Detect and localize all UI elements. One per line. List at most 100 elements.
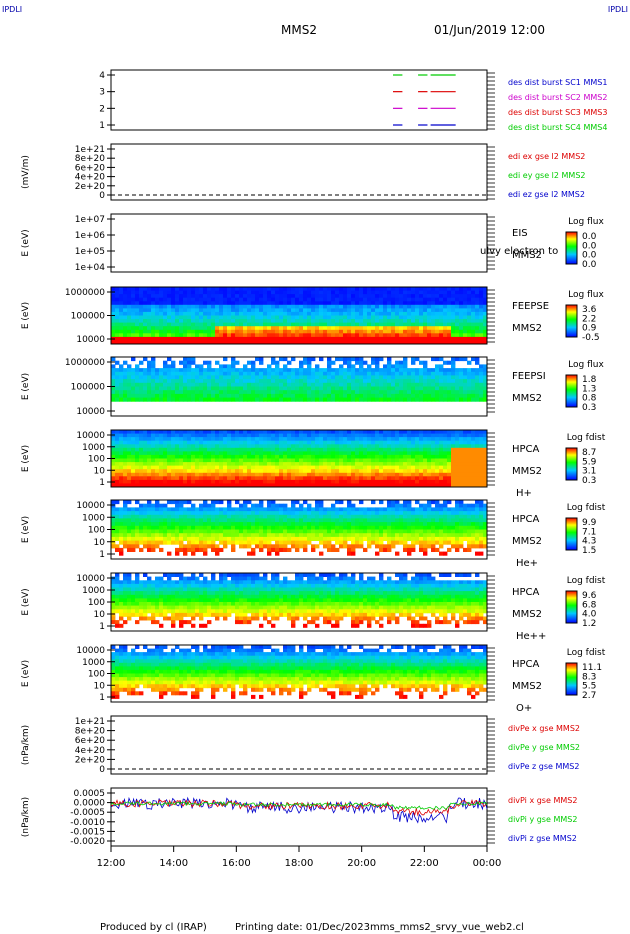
spectrogram-cell — [327, 454, 332, 459]
spectrogram-cell — [143, 525, 148, 530]
spectrogram-cell — [147, 447, 152, 452]
spectrogram-cell — [407, 397, 412, 402]
spectrogram-cell — [203, 311, 208, 316]
spectrogram-cell — [195, 382, 200, 387]
spectrogram-cell — [415, 454, 420, 459]
spectrogram-cell — [327, 533, 332, 538]
spectrogram-cell — [331, 469, 336, 474]
spectrogram-cell — [223, 433, 228, 438]
spectrogram-cell — [391, 301, 396, 306]
spectrogram-cell — [251, 440, 256, 445]
spectrogram-cell — [195, 386, 200, 391]
spectrogram-cell — [395, 308, 400, 313]
spectrogram-cell — [307, 518, 312, 523]
spectrogram-cell — [375, 390, 380, 395]
spectrogram-cell — [315, 518, 320, 523]
spectrogram-cell — [147, 479, 152, 484]
spectrogram-cell — [147, 518, 152, 523]
spectrogram-cell — [451, 393, 456, 398]
spectrogram-cell — [347, 371, 352, 376]
spectrogram-cell — [323, 518, 328, 523]
spectrogram-cell — [295, 301, 300, 306]
spectrogram-cell — [343, 375, 348, 380]
spectrogram-cell — [351, 533, 356, 538]
spectrogram-cell — [159, 469, 164, 474]
spectrogram-cell — [295, 393, 300, 398]
spectrogram-cell — [143, 451, 148, 456]
spectrogram-cell — [195, 529, 200, 534]
spectrogram-cell — [283, 340, 288, 345]
spectrogram-cell — [315, 437, 320, 442]
spectrogram-cell — [311, 465, 316, 470]
spectrogram-cell — [387, 469, 392, 474]
spectrogram-cell — [455, 322, 460, 327]
spectrogram-cell — [167, 326, 172, 331]
spectrogram-cell — [415, 329, 420, 334]
spectrogram-cell — [183, 522, 188, 527]
spectrogram-cell — [151, 294, 156, 299]
spectrogram-cell — [319, 514, 324, 519]
spectrogram-cell — [383, 458, 388, 463]
spectrogram-cell — [115, 329, 120, 334]
spectrogram-cell — [307, 479, 312, 484]
spectrogram-cell — [395, 326, 400, 331]
spectrogram-cell — [419, 311, 424, 316]
spectrogram-cell — [143, 315, 148, 320]
spectrogram-cell — [447, 333, 452, 338]
spectrogram-cell — [423, 304, 428, 309]
spectrogram-cell — [171, 514, 176, 519]
spectrogram-cell — [263, 390, 268, 395]
spectrogram-cell — [179, 447, 184, 452]
spectrogram-cell — [379, 297, 384, 302]
spectrogram-cell — [347, 525, 352, 530]
spectrogram-cell — [439, 476, 444, 481]
spectrogram-cell — [447, 315, 452, 320]
spectrogram-cell — [147, 525, 152, 530]
spectrogram-cell — [275, 544, 280, 549]
spectrogram-cell — [167, 472, 172, 477]
spectrogram-cell — [139, 290, 144, 295]
spectrogram-cell — [155, 503, 160, 508]
spectrogram-cell — [275, 397, 280, 402]
spectrogram-cell — [355, 440, 360, 445]
spectrogram-cell — [219, 479, 224, 484]
spectrogram-cell — [439, 319, 444, 324]
spectrogram-cell — [371, 451, 376, 456]
spectrogram-cell — [471, 329, 476, 334]
spectrogram-cell — [371, 382, 376, 387]
spectrogram-cell — [479, 444, 484, 449]
spectrogram-cell — [407, 386, 412, 391]
spectrogram-cell — [159, 465, 164, 470]
colorbar — [565, 304, 578, 338]
spectrogram-cell — [387, 386, 392, 391]
spectrogram-cell — [403, 469, 408, 474]
spectrogram-cell — [247, 326, 252, 331]
spectrogram-cell — [271, 294, 276, 299]
spectrogram-cell — [251, 397, 256, 402]
spectrogram-cell — [323, 371, 328, 376]
spectrogram-cell — [315, 290, 320, 295]
spectrogram-cell — [127, 294, 132, 299]
spectrogram-cell — [115, 465, 120, 470]
spectrogram-cell — [327, 397, 332, 402]
spectrogram-cell — [119, 533, 124, 538]
spectrogram-cell — [251, 525, 256, 530]
spectrogram-cell — [335, 476, 340, 481]
spectrogram-cell — [427, 386, 432, 391]
spectrogram-cell — [267, 329, 272, 334]
spectrogram-cell — [175, 500, 180, 505]
spectrogram-cell — [339, 437, 344, 442]
spectrogram-cell — [343, 322, 348, 327]
spectrogram-cell — [163, 304, 168, 309]
spectrogram-cell — [439, 393, 444, 398]
spectrogram-cell — [235, 525, 240, 530]
spectrogram-cell — [243, 375, 248, 380]
spectrogram-cell — [451, 454, 456, 459]
spectrogram-cell — [307, 336, 312, 341]
spectrogram-cell — [347, 533, 352, 538]
spectrogram-cell — [291, 294, 296, 299]
spectrogram-cell — [339, 297, 344, 302]
spectrogram-cell — [467, 308, 472, 313]
spectrogram-cell — [319, 529, 324, 534]
